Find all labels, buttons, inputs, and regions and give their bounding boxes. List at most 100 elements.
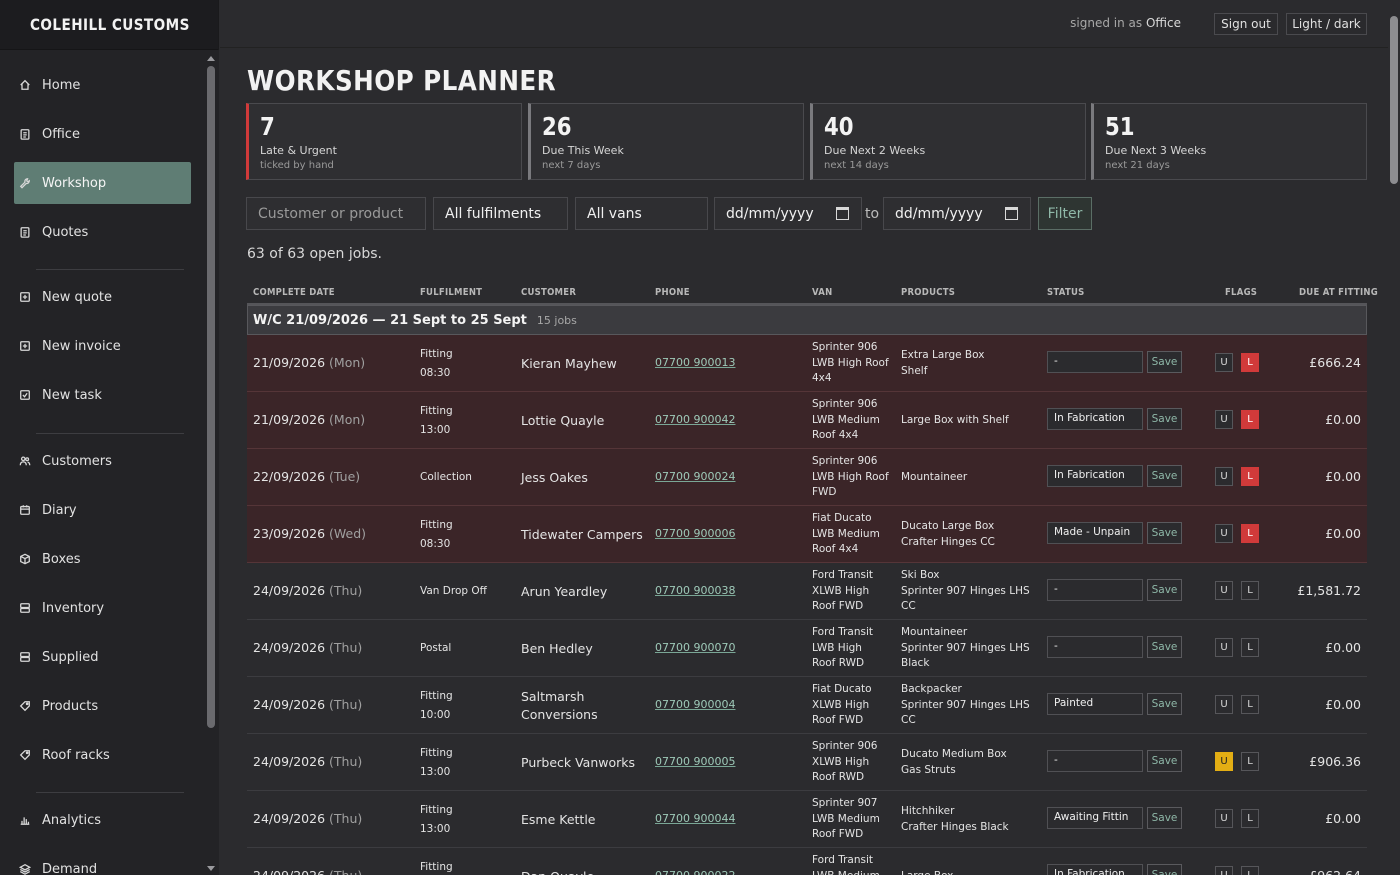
status-input[interactable]: - [1047,750,1143,772]
table-row[interactable]: 24/09/2026 (Thu) Fitting 13:00 Purbeck Vanw… [247,734,1367,791]
save-button[interactable]: Save [1147,579,1182,601]
main-scrollbar[interactable] [1388,0,1400,875]
filter-button[interactable]: Filter [1038,197,1092,230]
status-input[interactable]: - [1047,579,1143,601]
status-input[interactable]: In Fabrication [1047,465,1143,487]
sidebar-item-customers[interactable]: Customers [14,440,191,482]
scroll-up-arrow-icon[interactable] [207,56,215,61]
sidebar-scroll-thumb[interactable] [207,66,215,728]
late-flag-toggle[interactable]: L [1241,752,1259,771]
scroll-down-arrow-icon[interactable] [207,866,215,871]
sidebar-item-new-task[interactable]: New task [14,374,191,416]
late-flag-toggle[interactable]: L [1241,581,1259,600]
sidebar-item-diary[interactable]: Diary [14,489,191,531]
urgent-flag-toggle[interactable]: U [1215,353,1233,372]
save-button[interactable]: Save [1147,408,1182,430]
stat-card[interactable]: 51 Due Next 3 Weeks next 21 days [1091,103,1367,180]
sidebar-item-quotes[interactable]: Quotes [14,211,191,253]
date-from-input[interactable]: dd/mm/yyyy [714,197,862,230]
late-flag-toggle[interactable]: L [1241,467,1259,486]
calendar-icon[interactable] [836,207,849,220]
status-input[interactable]: Made - Unpain [1047,522,1143,544]
save-button[interactable]: Save [1147,351,1182,373]
status-input[interactable]: In Fabrication [1047,864,1143,875]
calendar-icon[interactable] [1005,207,1018,220]
urgent-flag-toggle[interactable]: U [1215,866,1233,875]
sidebar-item-office[interactable]: Office [14,113,191,155]
late-flag-toggle[interactable]: L [1241,809,1259,828]
phone-link[interactable]: 07700 900070 [655,641,736,654]
save-button[interactable]: Save [1147,807,1182,829]
table-row[interactable]: 22/09/2026 (Tue) Collection Jess Oakes 0770… [247,449,1367,506]
table-row[interactable]: 21/09/2026 (Mon) Fitting 13:00 Lottie Quayl… [247,392,1367,449]
status-input[interactable]: - [1047,351,1143,373]
th-status[interactable]: STATUS [1047,287,1085,298]
theme-toggle-button[interactable]: Light / dark [1286,13,1367,35]
sidebar-item-inventory[interactable]: Inventory [14,587,191,629]
phone-link[interactable]: 07700 900004 [655,698,736,711]
phone-link[interactable]: 07700 900006 [655,527,736,540]
save-button[interactable]: Save [1147,750,1182,772]
status-input[interactable]: Awaiting Fittin [1047,807,1143,829]
sidebar-item-workshop[interactable]: Workshop [14,162,191,204]
urgent-flag-toggle[interactable]: U [1215,638,1233,657]
status-input[interactable]: - [1047,636,1143,658]
sidebar-scrollbar[interactable] [204,50,219,875]
sign-out-button[interactable]: Sign out [1214,13,1278,35]
late-flag-toggle[interactable]: L [1241,695,1259,714]
sidebar-item-boxes[interactable]: Boxes [14,538,191,580]
phone-link[interactable]: 07700 900013 [655,356,736,369]
stat-card[interactable]: 7 Late & Urgent ticked by hand [246,103,522,180]
stat-card[interactable]: 26 Due This Week next 7 days [528,103,804,180]
sidebar-item-roof-racks[interactable]: Roof racks [14,734,191,776]
date-to-input[interactable]: dd/mm/yyyy [883,197,1031,230]
table-row[interactable]: 21/09/2026 (Mon) Fitting 08:30 Kieran Mayhe… [247,335,1367,392]
sidebar-item-new-quote[interactable]: New quote [14,276,191,318]
phone-link[interactable]: 07700 900024 [655,470,736,483]
urgent-flag-toggle[interactable]: U [1215,695,1233,714]
stat-card[interactable]: 40 Due Next 2 Weeks next 14 days [810,103,1086,180]
status-input[interactable]: Painted [1047,693,1143,715]
th-flags[interactable]: FLAGS [1225,287,1258,298]
phone-link[interactable]: 07700 900022 [655,869,735,875]
urgent-flag-toggle[interactable]: U [1215,809,1233,828]
save-button[interactable]: Save [1147,465,1182,487]
save-button[interactable]: Save [1147,636,1182,658]
phone-link[interactable]: 07700 900005 [655,755,736,768]
urgent-flag-toggle[interactable]: U [1215,752,1233,771]
th-fulfilment[interactable]: FULFILMENT [420,287,483,298]
sidebar-item-supplied[interactable]: Supplied [14,636,191,678]
sidebar-item-home[interactable]: Home [14,64,191,106]
sidebar-item-new-invoice[interactable]: New invoice [14,325,191,367]
urgent-flag-toggle[interactable]: U [1215,467,1233,486]
van-select[interactable]: All vans [575,197,708,230]
th-customer[interactable]: CUSTOMER [521,287,577,298]
th-complete-date[interactable]: COMPLETE DATE [253,287,335,298]
sidebar-item-analytics[interactable]: Analytics [14,799,191,841]
late-flag-toggle[interactable]: L [1241,524,1259,543]
urgent-flag-toggle[interactable]: U [1215,524,1233,543]
phone-link[interactable]: 07700 900044 [655,812,736,825]
table-row[interactable]: 24/09/2026 (Thu) Fitting 10:00 Saltmarsh Con… [247,677,1367,734]
table-row[interactable]: 24/09/2026 (Thu) Postal Ben Hedley 07700 90… [247,620,1367,677]
phone-link[interactable]: 07700 900042 [655,413,736,426]
th-products[interactable]: PRODUCTS [901,287,956,298]
save-button[interactable]: Save [1147,522,1182,544]
table-row[interactable]: 24/09/2026 (Thu) Fitting 13:00 Esme Kettle 0… [247,791,1367,848]
table-row[interactable]: 23/09/2026 (Wed) Fitting 08:30 Tidewater Ca… [247,506,1367,563]
phone-link[interactable]: 07700 900038 [655,584,736,597]
save-button[interactable]: Save [1147,693,1182,715]
late-flag-toggle[interactable]: L [1241,410,1259,429]
sidebar-item-products[interactable]: Products [14,685,191,727]
status-input[interactable]: In Fabrication [1047,408,1143,430]
main-scroll-thumb[interactable] [1390,16,1398,184]
sidebar-item-demand[interactable]: Demand [14,848,191,875]
th-due-at-fitting[interactable]: DUE AT FITTING [1299,287,1378,298]
search-input[interactable]: Customer or product [246,197,426,230]
urgent-flag-toggle[interactable]: U [1215,410,1233,429]
late-flag-toggle[interactable]: L [1241,638,1259,657]
late-flag-toggle[interactable]: L [1241,866,1259,875]
late-flag-toggle[interactable]: L [1241,353,1259,372]
urgent-flag-toggle[interactable]: U [1215,581,1233,600]
